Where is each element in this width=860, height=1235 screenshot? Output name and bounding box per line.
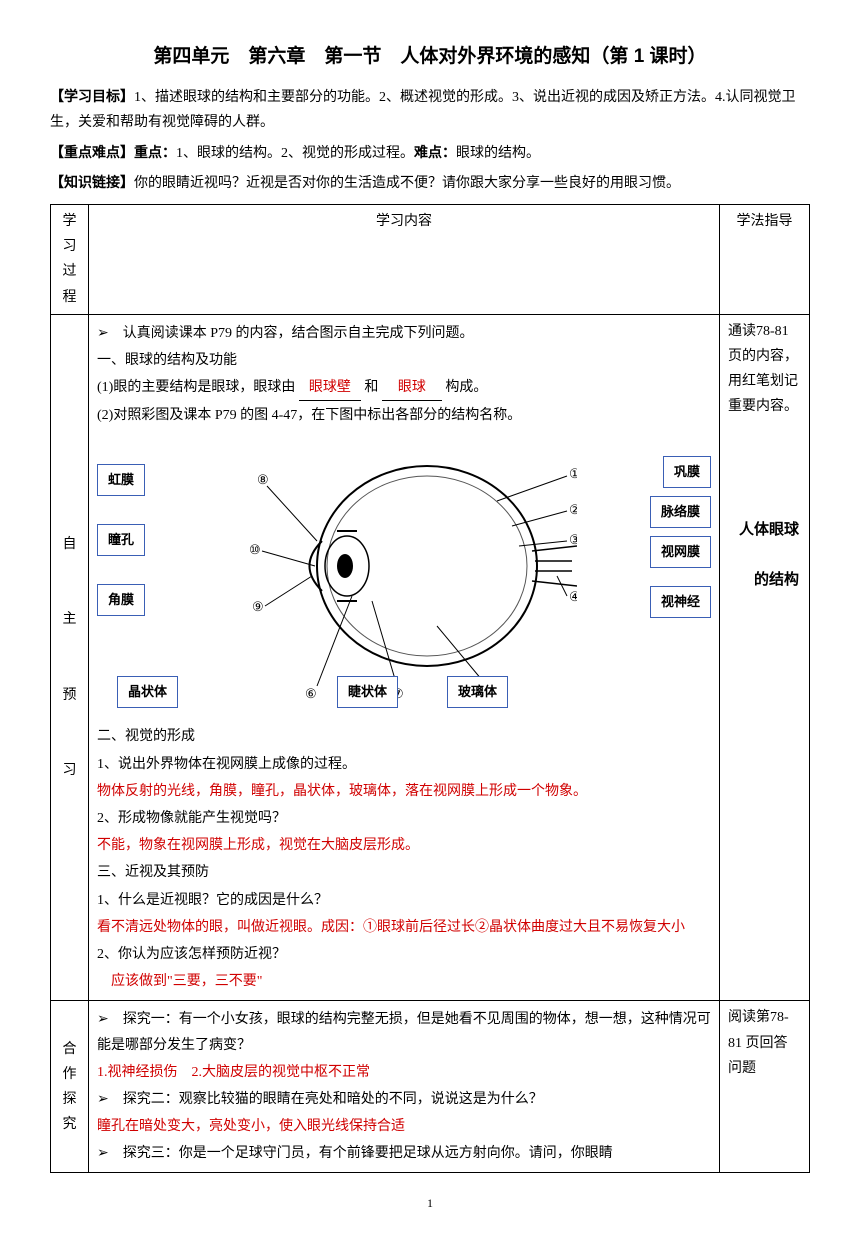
table-header-row: 学习过程 学习内容 学法指导 [51,204,810,314]
p4: (2)对照彩图及课本 P79 的图 4-47，在下图中标出各部分的结构名称。 [97,403,711,428]
row1-content: ➢ 认真阅读课本 P79 的内容，结合图示自主完成下列问题。 一、眼球的结构及功… [89,314,720,1001]
a2: 瞳孔在暗处变大，亮处变小，使入眼光线保持合适 [97,1114,711,1139]
blank-1: 眼球壁 [299,375,361,401]
row1-left: 自 主 预 习 [51,314,89,1001]
goal-label: 【学习目标】 [50,88,134,104]
key-hard-label: 难点： [414,144,456,160]
sec2-q2: 2、形成物像就能产生视觉吗？ [97,806,711,831]
row2-right: 阅读第78-81 页回答问题 [720,1001,810,1173]
sec2-title: 二、视觉的形成 [97,724,711,749]
page-number: 1 [50,1193,810,1215]
intro-link: 【知识链接】你的眼睛近视吗？近视是否对你的生活造成不便？请你跟大家分享一些良好的… [50,170,810,196]
sec2-a2: 不能，物象在视网膜上形成，视觉在大脑皮层形成。 [97,833,711,858]
label-9: 角膜 [97,584,145,615]
key-prefix: 重点： [134,144,176,160]
sec3-q1: 1、什么是近视眼？它的成因是什么？ [97,888,711,913]
header-c3: 学法指导 [720,204,810,314]
eye-svg: ⑧ ⑩ ⑨ ⑥ ⑦ ⑤ ① ② ③ ④ [237,446,577,706]
svg-text:②: ② [569,502,577,517]
label-2: 脉络膜 [650,496,711,527]
sec3-q2: 2、你认为应该怎样预防近视？ [97,942,711,967]
svg-text:⑥: ⑥ [305,686,317,701]
eye-diagram: ⑧ ⑩ ⑨ ⑥ ⑦ ⑤ ① ② ③ ④ 虹膜 瞳孔 角膜 晶状体 睫状体 玻璃体… [97,436,711,716]
intro-key: 【重点难点】重点：1、眼球的结构。2、视觉的形成过程。难点：眼球的结构。 [50,140,810,166]
label-5: 玻璃体 [447,676,508,707]
sec3-title: 三、近视及其预防 [97,860,711,885]
side-note-2: 的结构 [754,566,799,593]
p3: (1)眼的主要结构是眼球，眼球由 眼球壁 和 眼球 构成。 [97,375,711,401]
sec2-a1: 物体反射的光线，角膜，瞳孔，晶状体，玻璃体，落在视网膜上形成一个物象。 [97,779,711,804]
svg-text:④: ④ [569,589,577,604]
header-c1: 学习过程 [51,204,89,314]
sec3-a1: 看不清远处物体的眼，叫做近视眼。成因：①眼球前后径过长②晶状体曲度过大且不易恢复… [97,915,711,940]
blank-2: 眼球 [382,375,442,401]
goal-text: 1、描述眼球的结构和主要部分的功能。2、概述视觉的形成。3、说出近视的成因及矫正… [50,90,796,130]
row1-right: 通读78-81 页的内容，用红笔划记重要内容。 [720,314,810,1001]
link-label: 【知识链接】 [50,174,134,190]
label-6: 晶状体 [117,676,178,707]
key-body: 1、眼球的结构。2、视觉的形成过程。 [176,146,414,161]
table-row-explore: 合作探究 ➢ 探究一：有一个小女孩，眼球的结构完整无损，但是她看不见周围的物体，… [51,1001,810,1173]
sec2-q1: 1、说出外界物体在视网膜上成像的过程。 [97,752,711,777]
p2: 一、眼球的结构及功能 [97,348,711,373]
label-8: 虹膜 [97,464,145,495]
row2-content: ➢ 探究一：有一个小女孩，眼球的结构完整无损，但是她看不见周围的物体，想一想，这… [89,1001,720,1173]
q2: ➢ 探究二：观察比较猫的眼睛在亮处和暗处的不同，说说这是为什么？ [97,1087,711,1112]
q1: ➢ 探究一：有一个小女孩，眼球的结构完整无损，但是她看不见周围的物体，想一想，这… [97,1007,711,1057]
sec3-a2: 应该做到"三要，三不要" [97,969,711,994]
label-10: 瞳孔 [97,524,145,555]
svg-text:⑩: ⑩ [249,542,261,557]
label-1: 巩膜 [663,456,711,487]
label-7: 睫状体 [337,676,398,707]
key-label: 【重点难点】 [50,144,134,160]
svg-text:⑧: ⑧ [257,472,269,487]
page-title: 第四单元 第六章 第一节 人体对外界环境的感知（第 1 课时） [50,40,810,74]
side-note-1: 人体眼球 [739,516,799,543]
intro-goal: 【学习目标】1、描述眼球的结构和主要部分的功能。2、概述视觉的形成。3、说出近视… [50,84,810,135]
table-row-preview: 自 主 预 习 ➢ 认真阅读课本 P79 的内容，结合图示自主完成下列问题。 一… [51,314,810,1001]
header-c2: 学习内容 [89,204,720,314]
svg-text:⑨: ⑨ [252,599,264,614]
key-hard: 眼球的结构。 [456,146,540,161]
p1: ➢ 认真阅读课本 P79 的内容，结合图示自主完成下列问题。 [97,321,711,346]
a1: 1.视神经损伤 2.大脑皮层的视觉中枢不正常 [97,1060,711,1085]
q3: ➢ 探究三：你是一个足球守门员，有个前锋要把足球从远方射向你。请问，你眼睛 [97,1141,711,1166]
link-text: 你的眼睛近视吗？近视是否对你的生活造成不便？请你跟大家分享一些良好的用眼习惯。 [134,176,680,191]
label-3: 视网膜 [650,536,711,567]
main-table: 学习过程 学习内容 学法指导 自 主 预 习 ➢ 认真阅读课本 P79 的内容，… [50,204,810,1174]
svg-text:③: ③ [569,532,577,547]
row2-left: 合作探究 [51,1001,89,1173]
svg-text:①: ① [569,466,577,481]
label-4: 视神经 [650,586,711,617]
